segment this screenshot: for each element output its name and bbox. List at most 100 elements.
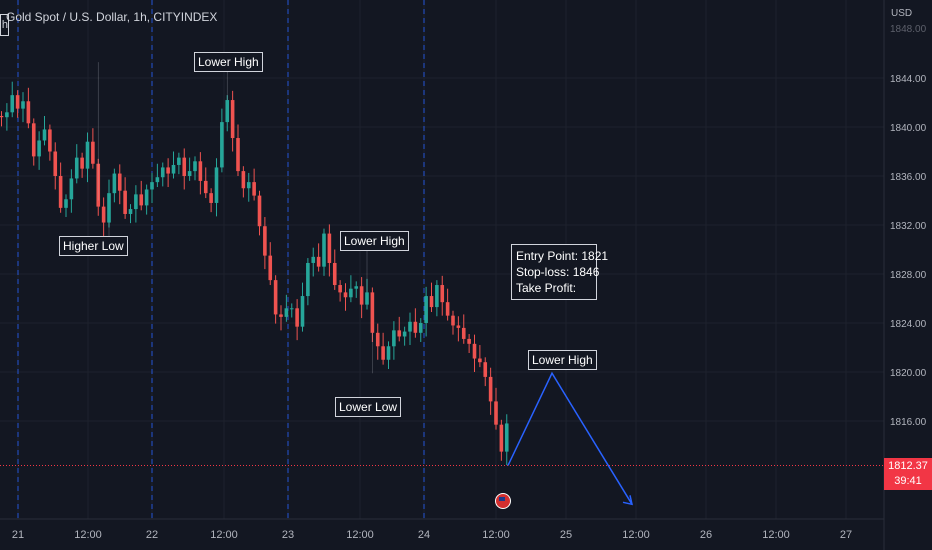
candle-body: [58, 176, 63, 208]
trade-info-box[interactable]: Entry Point: 1821 Stop-loss: 1846 Take P…: [511, 244, 609, 300]
candle-body: [160, 167, 165, 178]
chart-title: Gold Spot / U.S. Dollar, 1h, CITYINDEX: [6, 10, 218, 24]
candle-body: [150, 182, 154, 190]
candle-body: [230, 100, 235, 139]
candle-body: [456, 325, 461, 328]
candle-body: [429, 296, 434, 308]
x-tick-label: 12:00: [210, 529, 238, 541]
candle-body: [365, 292, 369, 305]
y-tick-label: 1848.00: [890, 24, 927, 35]
candle-body: [203, 180, 208, 194]
x-tick-label: 12:00: [74, 529, 102, 541]
candle-body: [220, 122, 224, 168]
candle-body: [349, 288, 353, 298]
candle-body: [435, 285, 439, 308]
x-tick-label: 22: [146, 529, 158, 541]
x-tick-label: 12:00: [622, 529, 650, 541]
candle-body: [488, 376, 493, 402]
candle-body: [359, 286, 364, 305]
countdown-timer: 39:41: [894, 475, 922, 487]
candle-body: [48, 129, 52, 152]
candle-body: [483, 362, 488, 377]
candle-body: [85, 141, 90, 169]
candle-body: [478, 358, 482, 363]
y-tick-label: 1844.00: [890, 74, 927, 85]
x-tick-label: 24: [418, 529, 430, 541]
candle-body: [322, 233, 326, 267]
candle-body: [10, 95, 15, 113]
candle-body: [209, 193, 213, 203]
x-tick-label: 23: [282, 529, 294, 541]
candle-body: [53, 151, 58, 176]
y-tick-label: 1824.00: [890, 319, 927, 330]
annotation-lower-high-2[interactable]: Lower High: [340, 231, 409, 251]
candle-body: [370, 292, 375, 333]
candle-body: [263, 226, 267, 256]
candle-body: [139, 194, 144, 206]
candle-body: [418, 323, 423, 333]
candle-body: [408, 321, 412, 332]
x-tick-label: 27: [840, 529, 852, 541]
annotation-lower-high-1[interactable]: Lower High: [194, 52, 263, 72]
y-tick-label: 1836.00: [890, 172, 927, 183]
candle-body: [42, 129, 47, 141]
candle-body: [284, 308, 289, 317]
candle-body: [332, 262, 337, 286]
candle-body: [91, 141, 95, 164]
candle-body: [128, 209, 133, 214]
candle-body: [187, 171, 192, 176]
entry-point-text: Entry Point: 1821: [516, 249, 609, 263]
candle-body: [467, 338, 471, 344]
candle-body: [241, 171, 246, 189]
annotation-higher-low[interactable]: Higher Low: [59, 236, 128, 256]
candle-body: [252, 182, 256, 196]
candle-body: [381, 346, 385, 360]
candle-body: [504, 423, 509, 452]
candle-body: [74, 157, 79, 179]
y-tick-label: 1820.00: [890, 368, 927, 379]
currency-unit: USD: [891, 8, 913, 19]
candle-body: [21, 101, 25, 109]
candle-body: [451, 315, 455, 326]
x-tick-label: 12:00: [482, 529, 510, 541]
candle-body: [413, 321, 418, 333]
candle-body: [472, 343, 477, 359]
candle-body: [424, 296, 428, 323]
x-tick-label: 26: [700, 529, 712, 541]
candle-body: [80, 157, 84, 169]
candle-body: [375, 332, 380, 347]
candle-body: [257, 195, 262, 227]
y-tick-label: 1840.00: [890, 123, 927, 134]
us-flag-icon[interactable]: [495, 493, 511, 509]
x-tick-label: 12:00: [762, 529, 790, 541]
candle-body: [69, 178, 74, 200]
candle-body: [198, 161, 203, 181]
last-price-badge: 1812.37 39:41: [884, 458, 932, 490]
candle-body: [214, 167, 219, 203]
candle-body: [166, 167, 170, 174]
symbol-box-label: h: [1, 19, 8, 31]
candle-body: [338, 285, 342, 293]
projection-arrow: [507, 371, 633, 505]
candle-body: [300, 296, 305, 327]
candle-body: [5, 112, 9, 118]
candle-body: [15, 95, 20, 109]
candle-body: [31, 123, 36, 157]
candle-body: [327, 233, 332, 263]
candle-body: [101, 206, 106, 223]
symbol-box[interactable]: h: [0, 14, 9, 36]
annotation-lower-high-3[interactable]: Lower High: [528, 350, 597, 370]
candle-body: [268, 255, 273, 281]
candle-body: [397, 330, 402, 337]
candle-body: [445, 302, 450, 316]
candle-body: [289, 308, 294, 310]
candle-body: [392, 330, 396, 347]
candle-body: [182, 157, 187, 176]
y-tick-label: 1828.00: [890, 270, 927, 281]
candle-body: [117, 173, 122, 191]
candle-body: [402, 331, 407, 337]
annotation-lower-low[interactable]: Lower Low: [335, 397, 402, 417]
y-tick-label: 1832.00: [890, 221, 927, 232]
candle-body: [0, 115, 4, 118]
